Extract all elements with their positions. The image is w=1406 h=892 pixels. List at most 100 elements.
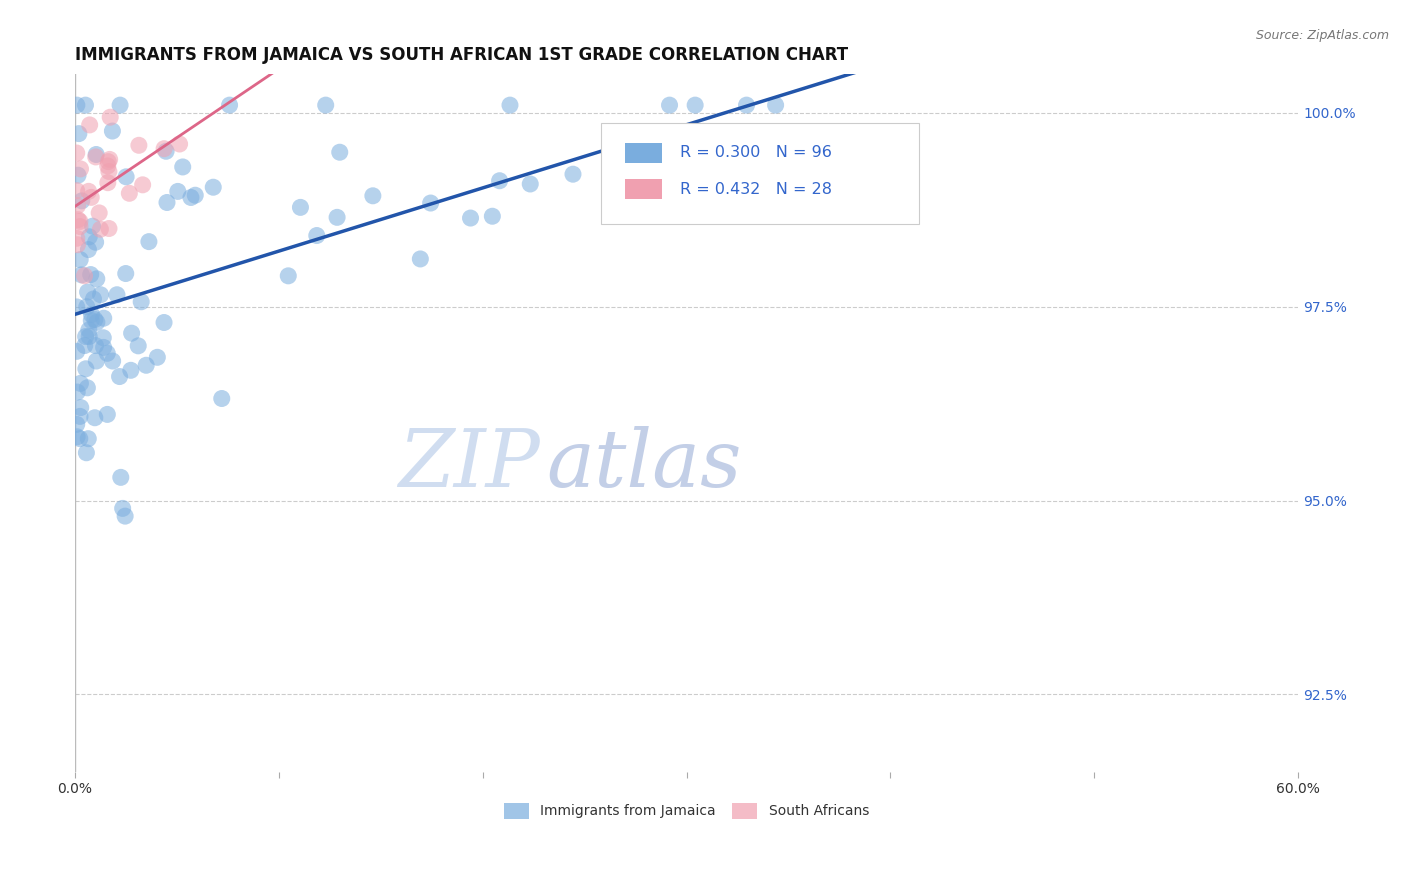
Point [481,209,503,223]
Point [678,180,700,194]
Point [77,323,100,337]
Point [69,214,91,228]
Point [329,145,352,160]
Point [172,160,194,174]
Point [562,167,585,181]
Point [91,331,114,345]
Point [66,184,89,198]
Point [84,235,107,250]
Point [97,176,120,190]
Point [77,184,100,198]
Point [169,136,191,151]
Point [155,145,177,159]
Point [76,381,98,395]
Point [66,430,89,444]
Point [218,98,240,112]
Point [97,159,120,173]
Point [765,98,787,112]
Point [110,470,132,484]
Point [66,344,89,359]
Point [735,98,758,112]
Point [66,212,89,227]
Point [75,361,97,376]
Point [73,268,96,283]
Point [66,98,89,112]
Point [93,340,115,354]
Point [121,326,143,341]
Point [97,154,120,169]
Point [128,138,150,153]
Point [96,408,118,422]
Text: IMMIGRANTS FROM JAMAICA VS SOUTH AFRICAN 1ST GRADE CORRELATION CHART: IMMIGRANTS FROM JAMAICA VS SOUTH AFRICAN… [75,46,848,64]
Point [69,376,91,391]
Point [77,229,100,244]
Point [361,189,384,203]
Point [135,358,157,372]
Point [66,385,89,400]
Point [84,147,107,161]
Point [79,268,101,282]
Point [277,268,299,283]
Point [86,354,108,368]
Point [131,178,153,192]
Point [146,351,169,365]
Point [69,219,91,234]
Point [69,161,91,176]
Point [129,294,152,309]
Point [305,228,328,243]
Point [67,127,90,141]
Point [80,190,103,204]
Point [98,110,121,124]
Point [184,188,207,202]
FancyBboxPatch shape [600,123,920,224]
Point [90,287,112,301]
Point [166,185,188,199]
Point [66,199,89,213]
Point [80,313,103,327]
Point [70,194,93,208]
Text: atlas: atlas [546,426,741,504]
Point [76,285,98,299]
Point [77,243,100,257]
Point [77,432,100,446]
Point [658,98,681,112]
Bar [626,144,662,162]
Point [202,180,225,194]
Point [153,316,176,330]
Point [69,432,91,446]
Point [79,118,101,132]
Point [66,146,89,161]
Point [82,292,104,306]
Point [69,401,91,415]
Point [86,315,108,329]
Point [290,200,312,214]
Point [89,222,111,236]
Point [120,363,142,377]
Legend: Immigrants from Jamaica, South Africans: Immigrants from Jamaica, South Africans [499,797,875,824]
Point [86,272,108,286]
Text: R = 0.300   N = 96: R = 0.300 N = 96 [681,145,832,161]
Point [66,300,89,314]
Point [82,219,104,234]
Point [156,195,179,210]
Point [728,154,751,169]
Point [761,142,783,156]
Point [153,142,176,156]
Point [460,211,482,225]
Point [76,300,98,314]
Point [499,98,522,112]
Point [69,252,91,267]
Point [66,237,89,252]
Point [75,446,97,460]
Point [326,211,349,225]
Point [80,308,103,322]
Point [519,177,541,191]
Point [98,153,121,167]
Point [93,311,115,326]
Point [111,501,134,516]
Point [127,339,149,353]
Point [73,338,96,352]
Point [70,268,93,282]
Text: R = 0.432   N = 28: R = 0.432 N = 28 [681,182,832,197]
Point [180,190,202,204]
